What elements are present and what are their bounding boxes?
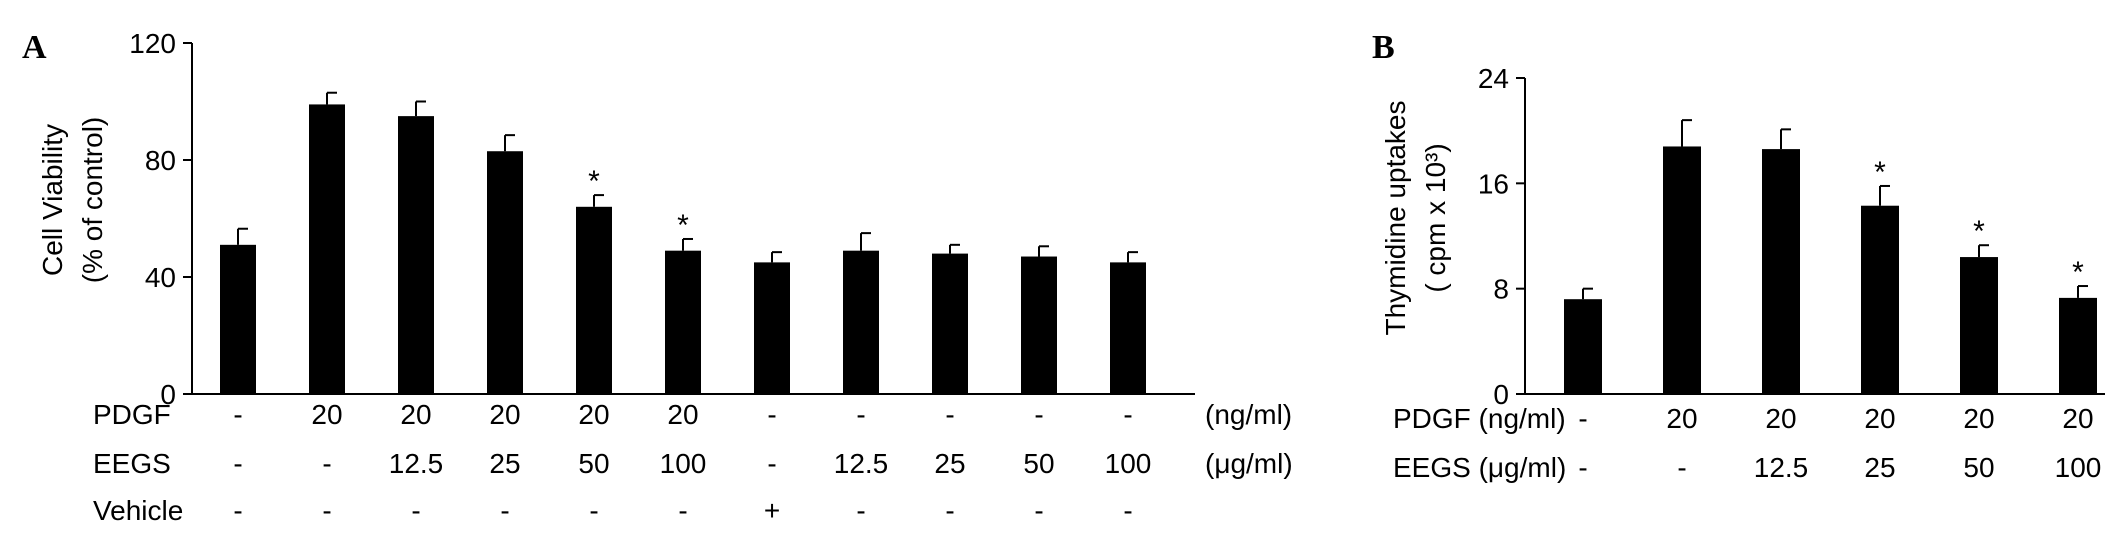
- significance-mark-b-3: *: [1874, 156, 1886, 189]
- row-cell-b-1-2: 12.5: [1754, 452, 1809, 483]
- row-cell-a-0-7: -: [856, 399, 865, 430]
- panel-letter-b: B: [1372, 29, 1395, 66]
- bar-b-5: [2059, 297, 2097, 394]
- row-cell-a-1-3: 25: [489, 448, 520, 479]
- row-cell-a-0-10: -: [1123, 399, 1132, 430]
- row-cell-b-0-0: -: [1578, 403, 1587, 434]
- row-cell-a-0-6: -: [767, 399, 776, 430]
- row-cell-b-1-4: 50: [1963, 452, 1994, 483]
- row-label-a-1: EEGS: [93, 448, 171, 479]
- bar-a-4: [576, 206, 612, 394]
- row-cell-a-0-9: -: [1034, 399, 1043, 430]
- row-cell-a-1-7: 12.5: [834, 448, 889, 479]
- y-tick-label-b: 0: [1493, 379, 1509, 410]
- row-cell-a-2-0: -: [233, 495, 242, 526]
- significance-mark-b-5: *: [2072, 256, 2084, 289]
- row-unit-a-1: (μg/ml): [1205, 448, 1293, 479]
- row-cell-a-1-9: 50: [1023, 448, 1054, 479]
- row-cell-b-1-0: -: [1578, 452, 1587, 483]
- plot-area-a: 0 40 80 120 * * PDGF - 20 20 20 20 20 - - - - - (ng/ml) EEG…: [93, 28, 1293, 526]
- row-cell-a-2-9: -: [1034, 495, 1043, 526]
- row-cell-a-2-7: -: [856, 495, 865, 526]
- panel-b: B Thymidine uptakes ( cpm x 10³) 0 8 16 24 *…: [1372, 29, 2105, 483]
- row-cell-a-2-2: -: [411, 495, 420, 526]
- row-cell-a-0-4: 20: [578, 399, 609, 430]
- y-axis-label-b-line1: Thymidine uptakes: [1380, 100, 1411, 335]
- row-label-b-1: EEGS (μg/ml): [1393, 452, 1566, 483]
- row-cell-a-0-1: 20: [311, 399, 342, 430]
- panel-letter-a: A: [22, 29, 47, 66]
- row-cell-a-0-5: 20: [667, 399, 698, 430]
- row-cell-a-2-6: +: [764, 495, 780, 526]
- significance-mark-a-4: *: [588, 165, 600, 198]
- bar-a-3: [487, 151, 523, 394]
- y-tick-label-a: 40: [145, 262, 176, 293]
- row-cell-b-0-5: 20: [2062, 403, 2093, 434]
- row-cell-a-0-8: -: [945, 399, 954, 430]
- bar-a-5: [665, 250, 701, 394]
- row-cell-b-0-2: 20: [1765, 403, 1796, 434]
- bar-a-9: [1021, 256, 1057, 394]
- y-tick-label-a: 120: [129, 28, 176, 59]
- panel-a: A Cell Viability (% of control) 0 40 80 120…: [22, 28, 1293, 526]
- row-cell-b-1-1: -: [1677, 452, 1686, 483]
- y-axis-label-a-line2: (% of control): [77, 117, 108, 284]
- y-tick-label-b: 16: [1478, 168, 1509, 199]
- bar-a-2: [398, 116, 434, 394]
- row-label-a-2: Vehicle: [93, 495, 183, 526]
- y-tick-label-a: 0: [160, 379, 176, 410]
- row-cell-a-0-0: -: [233, 399, 242, 430]
- bar-a-0: [220, 244, 256, 394]
- y-tick-label-b: 8: [1493, 274, 1509, 305]
- row-cell-a-2-10: -: [1123, 495, 1132, 526]
- y-tick-label-a: 80: [145, 145, 176, 176]
- y-axis-label-b-line2: ( cpm x 10³): [1420, 143, 1451, 292]
- row-cell-a-1-0: -: [233, 448, 242, 479]
- bar-a-6: [754, 262, 790, 394]
- row-cell-b-0-4: 20: [1963, 403, 1994, 434]
- row-cell-a-2-3: -: [500, 495, 509, 526]
- significance-mark-a-5: *: [677, 209, 689, 242]
- row-cell-a-1-6: -: [767, 448, 776, 479]
- bar-b-2: [1762, 149, 1800, 394]
- bar-a-1: [309, 104, 345, 395]
- significance-mark-b-4: *: [1973, 215, 1985, 248]
- row-cell-a-1-1: -: [322, 448, 331, 479]
- bar-b-4: [1960, 257, 1998, 394]
- row-cell-b-1-3: 25: [1864, 452, 1895, 483]
- row-unit-a-0: (ng/ml): [1205, 399, 1292, 430]
- row-cell-a-2-4: -: [589, 495, 598, 526]
- row-cell-b-0-3: 20: [1864, 403, 1895, 434]
- row-cell-a-0-3: 20: [489, 399, 520, 430]
- row-cell-a-2-8: -: [945, 495, 954, 526]
- y-tick-label-b: 24: [1478, 63, 1509, 94]
- row-cell-b-1-5: 100: [2055, 452, 2102, 483]
- bar-a-10: [1110, 262, 1146, 394]
- row-cell-a-1-10: 100: [1105, 448, 1152, 479]
- bar-a-8: [932, 253, 968, 394]
- y-axis-label-a-line1: Cell Viability: [37, 124, 68, 276]
- row-label-a-0: PDGF: [93, 399, 171, 430]
- row-cell-a-2-5: -: [678, 495, 687, 526]
- bar-b-0: [1564, 299, 1602, 394]
- bar-b-3: [1861, 205, 1899, 394]
- row-cell-a-1-8: 25: [934, 448, 965, 479]
- row-cell-a-1-5: 100: [660, 448, 707, 479]
- row-cell-a-1-2: 12.5: [389, 448, 444, 479]
- row-cell-a-1-4: 50: [578, 448, 609, 479]
- row-cell-a-2-1: -: [322, 495, 331, 526]
- row-cell-b-0-1: 20: [1666, 403, 1697, 434]
- bar-a-7: [843, 250, 879, 394]
- row-cell-a-0-2: 20: [400, 399, 431, 430]
- bar-b-1: [1663, 146, 1701, 394]
- row-label-b-0: PDGF (ng/ml): [1393, 403, 1566, 434]
